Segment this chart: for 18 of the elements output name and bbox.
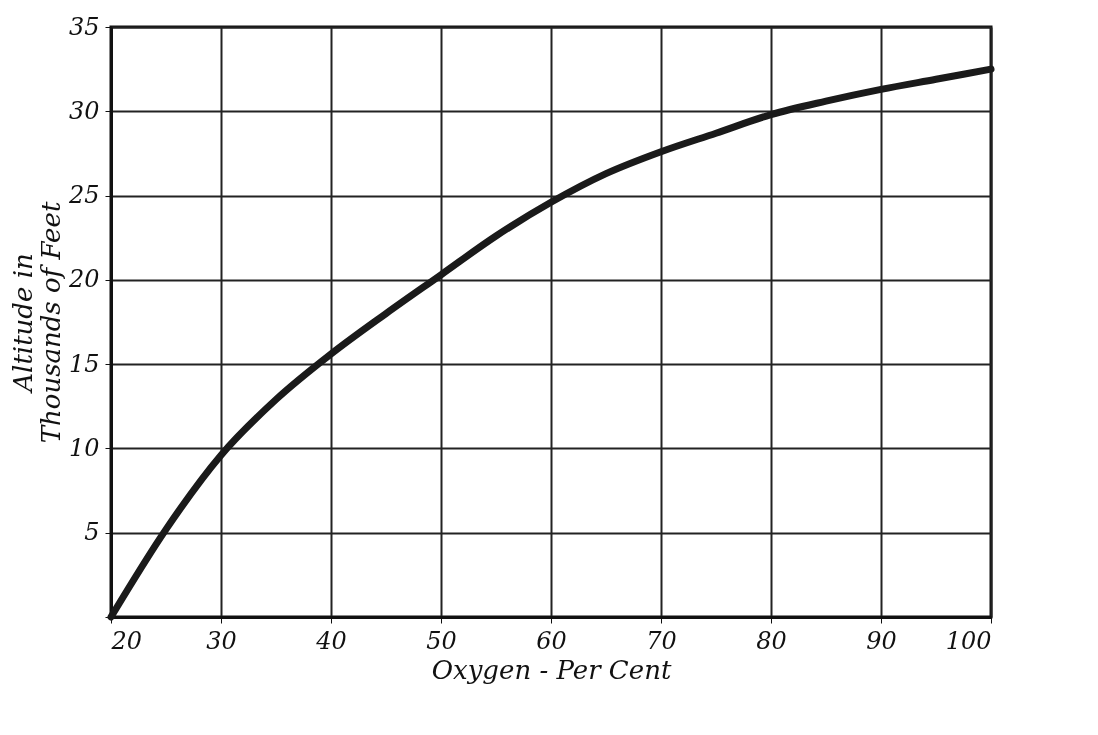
y-tick-label: 20 bbox=[67, 265, 100, 294]
x-tick-label: 30 bbox=[206, 626, 237, 655]
y-tick-label: 25 bbox=[67, 181, 100, 210]
x-tick-label: 90 bbox=[866, 626, 897, 655]
x-tick-label: 80 bbox=[756, 626, 787, 655]
x-tick-label: 40 bbox=[315, 626, 347, 655]
x-tick-label: 20 bbox=[110, 626, 143, 655]
y-tick-label: 5 bbox=[84, 518, 100, 547]
x-axis-title: Oxygen - Per Cent bbox=[431, 654, 672, 685]
x-tick-label: 70 bbox=[646, 626, 677, 655]
y-tick-label: 15 bbox=[68, 349, 100, 378]
y-tick-label: 30 bbox=[68, 96, 100, 125]
y-tick-label: 35 bbox=[68, 12, 100, 41]
x-tick-label: 60 bbox=[536, 626, 567, 655]
y-axis-title: Altitude in Thousands of Feet bbox=[7, 201, 66, 444]
x-tick-label: 100 bbox=[945, 626, 992, 655]
y-tick-label: 10 bbox=[68, 433, 100, 462]
x-tick-label: 50 bbox=[426, 626, 457, 655]
